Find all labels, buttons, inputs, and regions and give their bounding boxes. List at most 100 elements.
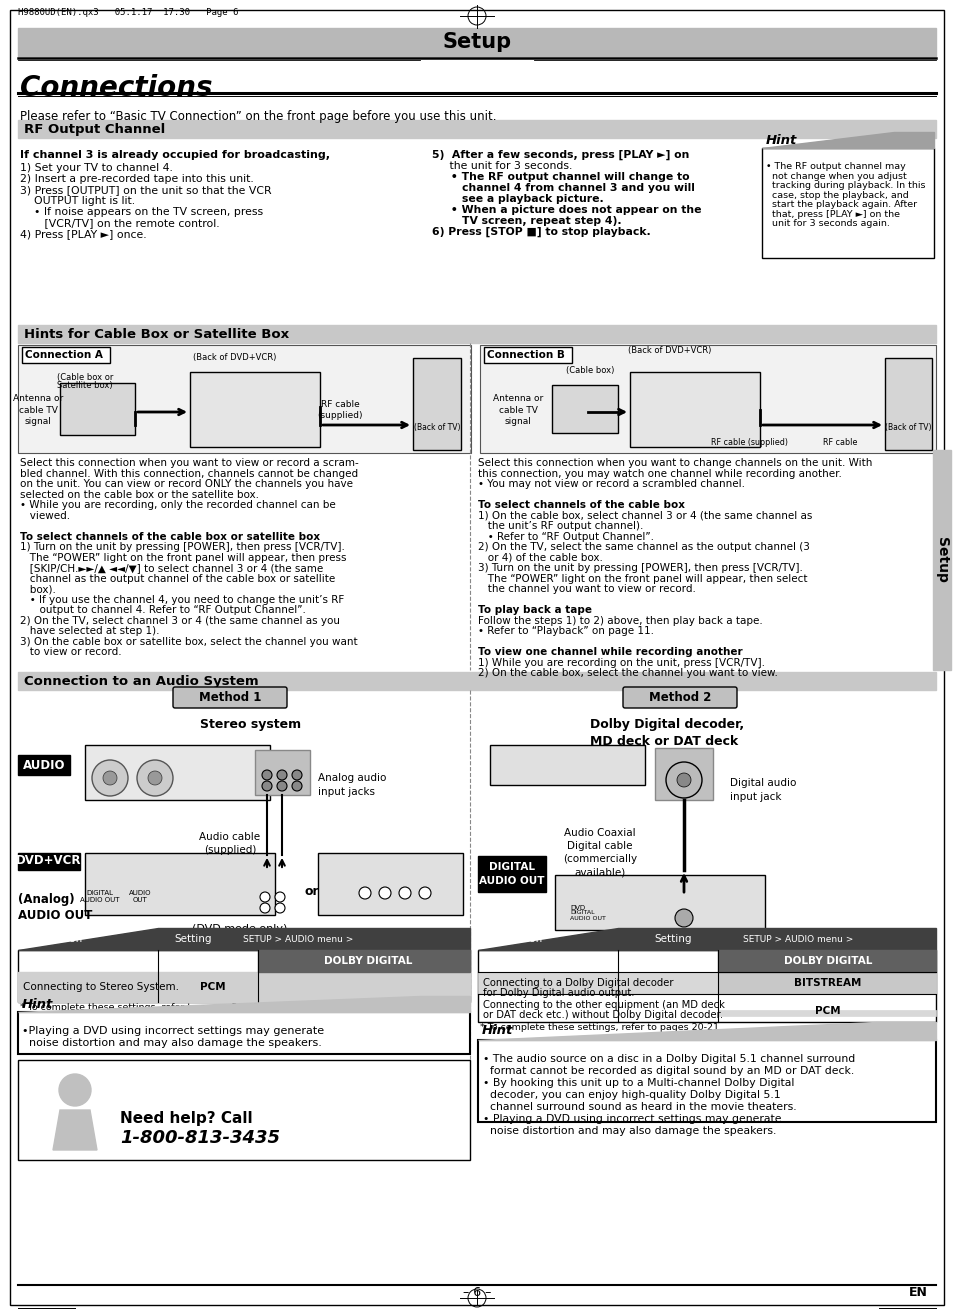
Circle shape [675, 909, 692, 927]
Bar [552, 385, 618, 433]
Bar [477, 972, 935, 994]
Text: for Dolby Digital audio output.: for Dolby Digital audio output. [482, 988, 634, 998]
Polygon shape [761, 132, 933, 149]
Text: [VCR/TV] on the remote control.: [VCR/TV] on the remote control. [20, 218, 219, 227]
Text: The “POWER” light on the front panel will appear, then select: The “POWER” light on the front panel wil… [477, 573, 806, 584]
Bar [190, 372, 319, 447]
Text: * To complete these settings, refer to pages 20-21.: * To complete these settings, refer to p… [20, 1003, 262, 1013]
Text: (Back of TV): (Back of TV) [883, 423, 930, 433]
Polygon shape [53, 1110, 97, 1151]
Text: the channel you want to view or record.: the channel you want to view or record. [477, 584, 695, 594]
Text: Connection B: Connection B [486, 350, 564, 360]
Text: (Cable box): (Cable box) [565, 366, 614, 375]
Text: • The RF output channel may: • The RF output channel may [765, 162, 904, 171]
Circle shape [103, 771, 117, 785]
Circle shape [137, 760, 172, 796]
Text: SETUP > AUDIO menu >: SETUP > AUDIO menu > [742, 935, 852, 943]
Text: or: or [305, 885, 319, 898]
Text: Connecting to Stereo System.: Connecting to Stereo System. [23, 982, 179, 992]
Text: 1) Set your TV to channel 4.: 1) Set your TV to channel 4. [20, 163, 172, 174]
Text: TV screen, repeat step 4).: TV screen, repeat step 4). [432, 216, 621, 226]
Text: • The RF output channel will change to: • The RF output channel will change to [432, 172, 689, 181]
Text: on the unit. You can view or record ONLY the channels you have: on the unit. You can view or record ONLY… [20, 479, 353, 489]
Text: Connection: Connection [482, 934, 541, 944]
Text: 3) Turn on the unit by pressing [POWER], then press [VCR/TV].: 3) Turn on the unit by pressing [POWER],… [477, 563, 802, 573]
Polygon shape [477, 1022, 935, 1040]
Bar [932, 450, 950, 671]
Text: • When a picture does not appear on the: • When a picture does not appear on the [432, 205, 700, 214]
Text: Antenna or
cable TV
signal: Antenna or cable TV signal [12, 394, 63, 426]
Text: DIGITAL
AUDIO OUT: DIGITAL AUDIO OUT [569, 910, 605, 920]
FancyBboxPatch shape [172, 686, 287, 707]
Text: DVD: DVD [569, 905, 584, 911]
Text: AUDIO: AUDIO [23, 759, 65, 772]
Circle shape [274, 903, 285, 913]
Text: • While you are recording, only the recorded channel can be: • While you are recording, only the reco… [20, 500, 335, 510]
Text: BITSTREAM: BITSTREAM [794, 978, 861, 988]
Circle shape [262, 771, 272, 780]
Text: RF cable: RF cable [821, 438, 857, 447]
Bar [85, 746, 270, 800]
Text: Dolby Digital decoder,
MD deck or DAT deck: Dolby Digital decoder, MD deck or DAT de… [589, 718, 743, 748]
Text: noise distortion and may also damage the speakers.: noise distortion and may also damage the… [22, 1038, 321, 1048]
Bar [761, 149, 933, 258]
Text: or 4) of the cable box.: or 4) of the cable box. [477, 552, 602, 563]
Text: Setup: Setup [934, 537, 948, 583]
Text: • By hooking this unit up to a Multi-channel Dolby Digital: • By hooking this unit up to a Multi-cha… [482, 1078, 794, 1088]
Circle shape [276, 771, 287, 780]
Circle shape [292, 771, 302, 780]
Polygon shape [18, 928, 470, 949]
Polygon shape [477, 928, 935, 949]
Text: Follow the steps 1) to 2) above, then play back a tape.: Follow the steps 1) to 2) above, then pl… [477, 615, 762, 626]
Bar [483, 347, 572, 363]
Bar [477, 856, 545, 892]
Bar [718, 949, 935, 972]
Text: OUTPUT light is lit.: OUTPUT light is lit. [20, 196, 135, 206]
Bar [18, 672, 935, 690]
Circle shape [418, 888, 431, 899]
Text: If channel 3 is already occupied for broadcasting,: If channel 3 is already occupied for bro… [20, 150, 330, 160]
Text: 2) On the cable box, select the channel you want to view.: 2) On the cable box, select the channel … [477, 668, 777, 679]
Text: unit for 3 seconds again.: unit for 3 seconds again. [765, 220, 889, 227]
Text: 1-800-813-3435: 1-800-813-3435 [120, 1130, 280, 1147]
Circle shape [260, 903, 270, 913]
Text: Hints for Cable Box or Satellite Box: Hints for Cable Box or Satellite Box [24, 327, 289, 341]
Circle shape [91, 760, 128, 796]
Text: 1) On the cable box, select channel 3 or 4 (the same channel as: 1) On the cable box, select channel 3 or… [477, 510, 812, 521]
Text: channel as the output channel of the cable box or satellite: channel as the output channel of the cab… [20, 573, 335, 584]
Circle shape [665, 761, 701, 798]
Text: •Playing a DVD using incorrect settings may generate: •Playing a DVD using incorrect settings … [22, 1026, 324, 1036]
Text: Stereo system: Stereo system [200, 718, 301, 731]
Text: Connections: Connections [20, 74, 213, 103]
Text: channel surround sound as heard in the movie theaters.: channel surround sound as heard in the m… [482, 1102, 796, 1112]
Text: 2) On the TV, select the same channel as the output channel (3: 2) On the TV, select the same channel as… [477, 542, 809, 552]
Text: Please refer to “Basic TV Connection” on the front page before you use this unit: Please refer to “Basic TV Connection” on… [20, 110, 496, 124]
Text: Setup: Setup [442, 32, 511, 53]
Text: (Back of DVD+VCR): (Back of DVD+VCR) [628, 346, 711, 355]
Bar [479, 345, 935, 452]
Text: Hint: Hint [22, 998, 53, 1010]
Text: case, stop the playback, and: case, stop the playback, and [765, 191, 908, 200]
Text: 6) Press [STOP ■] to stop playback.: 6) Press [STOP ■] to stop playback. [432, 227, 650, 237]
Text: Select this connection when you want to view or record a scram-: Select this connection when you want to … [20, 458, 358, 468]
Text: noise distortion and may also damage the speakers.: noise distortion and may also damage the… [482, 1126, 776, 1136]
Bar [317, 853, 462, 915]
Text: output to channel 4. Refer to “RF Output Channel”.: output to channel 4. Refer to “RF Output… [20, 605, 306, 615]
Text: 2) On the TV, select channel 3 or 4 (the same channel as you: 2) On the TV, select channel 3 or 4 (the… [20, 615, 339, 626]
Circle shape [276, 781, 287, 792]
Text: Digital audio
input jack: Digital audio input jack [729, 778, 796, 802]
Text: DOLBY DIGITAL: DOLBY DIGITAL [783, 956, 871, 967]
Text: Connecting to the other equipment (an MD deck: Connecting to the other equipment (an MD… [482, 999, 724, 1010]
Bar [18, 755, 70, 775]
Text: tracking during playback. In this: tracking during playback. In this [765, 181, 924, 189]
Bar [18, 853, 80, 871]
Text: start the playback again. After: start the playback again. After [765, 200, 916, 209]
Text: Need help? Call: Need help? Call [120, 1110, 253, 1126]
Text: EN: EN [908, 1286, 927, 1299]
Text: that, press [PLAY ►] on the: that, press [PLAY ►] on the [765, 209, 899, 218]
Text: channel 4 from channel 3 and you will: channel 4 from channel 3 and you will [432, 183, 694, 193]
Text: the unit for 3 seconds.: the unit for 3 seconds. [432, 160, 572, 171]
Bar [718, 972, 935, 994]
Text: – 6 –: – 6 – [462, 1286, 491, 1299]
Bar [18, 1060, 470, 1160]
